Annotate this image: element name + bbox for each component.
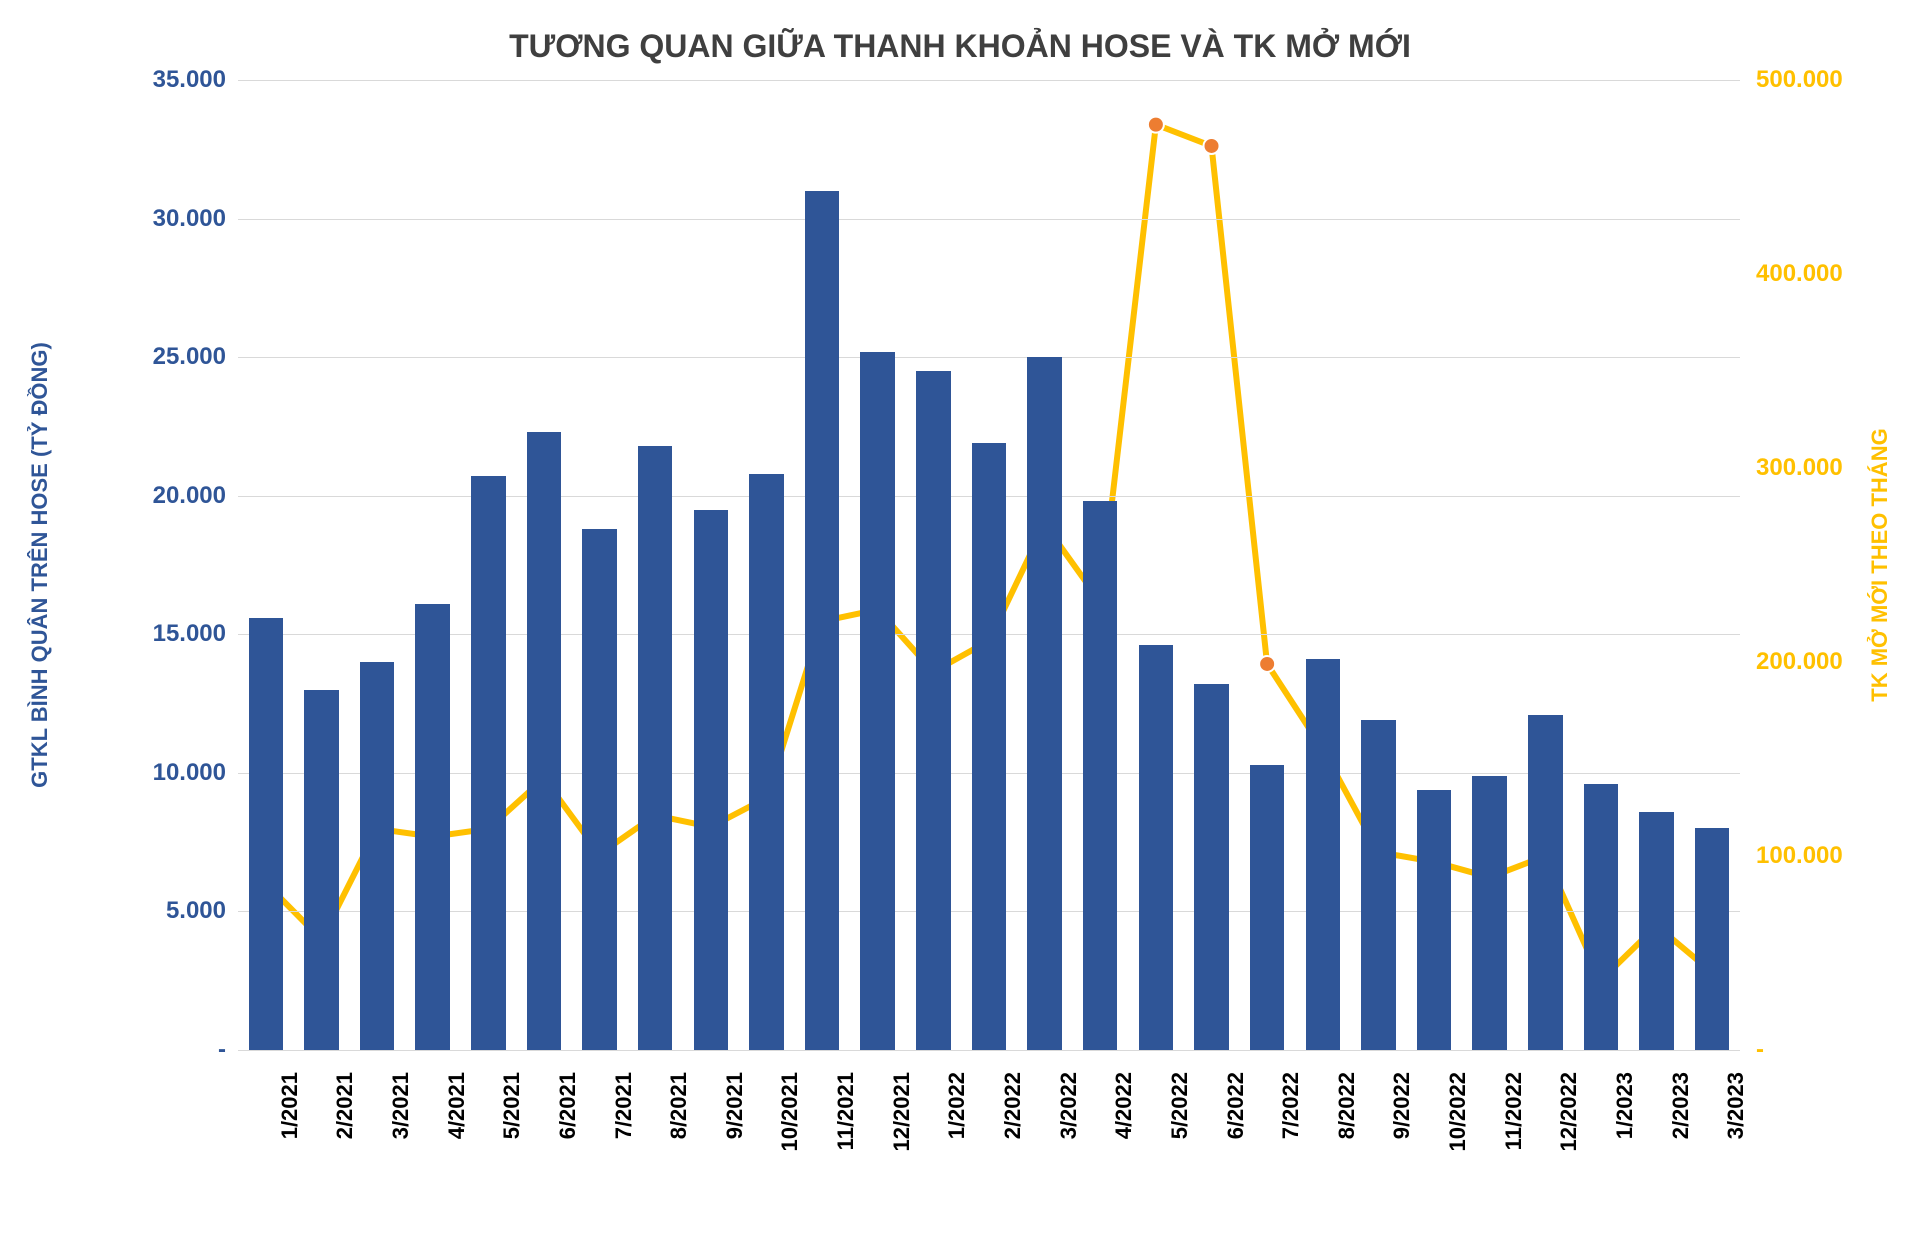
x-tick: 9/2022 xyxy=(1389,1072,1415,1172)
line-marker xyxy=(1204,138,1220,154)
bar xyxy=(1194,684,1228,1050)
x-tick: 4/2022 xyxy=(1111,1072,1137,1172)
y2-tick: 200.000 xyxy=(1756,648,1843,676)
bar xyxy=(1139,645,1173,1050)
x-tick: 10/2022 xyxy=(1445,1072,1471,1172)
x-tick: 7/2021 xyxy=(611,1072,637,1172)
x-tick: 1/2023 xyxy=(1612,1072,1638,1172)
y2-tick: - xyxy=(1756,1036,1764,1064)
bar xyxy=(1083,501,1117,1050)
bar xyxy=(582,529,616,1050)
x-tick: 8/2021 xyxy=(666,1072,692,1172)
y2-tick: 400.000 xyxy=(1756,260,1843,288)
y1-tick: 5.000 xyxy=(106,897,226,925)
x-tick: 11/2022 xyxy=(1501,1072,1527,1172)
bar xyxy=(916,371,950,1050)
y2-axis-label: TK MỞ MỚI THEO THÁNG xyxy=(1867,428,1893,701)
y2-tick: 500.000 xyxy=(1756,66,1843,94)
plot-area xyxy=(238,80,1740,1050)
x-tick: 2/2022 xyxy=(1000,1072,1026,1172)
gridline xyxy=(238,80,1740,81)
y1-tick: 30.000 xyxy=(106,205,226,233)
x-tick: 2/2023 xyxy=(1668,1072,1694,1172)
x-tick: 5/2021 xyxy=(499,1072,525,1172)
bar xyxy=(972,443,1006,1050)
y2-tick: 300.000 xyxy=(1756,454,1843,482)
y1-tick: 15.000 xyxy=(106,620,226,648)
bar xyxy=(860,352,894,1050)
gridline xyxy=(238,219,1740,220)
x-tick: 6/2022 xyxy=(1223,1072,1249,1172)
gridline xyxy=(238,1050,1740,1051)
x-tick: 3/2023 xyxy=(1723,1072,1749,1172)
bar xyxy=(1584,784,1618,1050)
bar xyxy=(1250,765,1284,1050)
bar xyxy=(694,510,728,1050)
y1-axis-label: GTKL BÌNH QUÂN TRÊN HOSE (TỶ ĐỒNG) xyxy=(27,342,53,788)
x-tick: 2/2021 xyxy=(332,1072,358,1172)
bar xyxy=(249,618,283,1050)
x-tick: 3/2022 xyxy=(1056,1072,1082,1172)
chart-title: TƯƠNG QUAN GIỮA THANH KHOẢN HOSE VÀ TK M… xyxy=(0,28,1920,65)
x-tick: 12/2022 xyxy=(1556,1072,1582,1172)
x-tick: 12/2021 xyxy=(889,1072,915,1172)
bar xyxy=(1361,720,1395,1050)
bar xyxy=(638,446,672,1050)
x-tick: 10/2021 xyxy=(777,1072,803,1172)
y2-tick: 100.000 xyxy=(1756,842,1843,870)
bar xyxy=(1417,790,1451,1051)
x-tick: 4/2021 xyxy=(444,1072,470,1172)
bar xyxy=(304,690,338,1050)
x-tick: 7/2022 xyxy=(1278,1072,1304,1172)
y1-tick: 10.000 xyxy=(106,759,226,787)
bar xyxy=(805,191,839,1050)
x-tick: 9/2021 xyxy=(722,1072,748,1172)
bar xyxy=(360,662,394,1050)
x-tick: 1/2021 xyxy=(277,1072,303,1172)
y1-tick: 35.000 xyxy=(106,66,226,94)
bar xyxy=(1639,812,1673,1050)
x-tick: 3/2021 xyxy=(388,1072,414,1172)
bar xyxy=(471,476,505,1050)
chart-root: TƯƠNG QUAN GIỮA THANH KHOẢN HOSE VÀ TK M… xyxy=(0,0,1920,1234)
bar xyxy=(1528,715,1562,1050)
gridline xyxy=(238,357,1740,358)
x-tick: 6/2021 xyxy=(555,1072,581,1172)
bar xyxy=(1472,776,1506,1050)
x-tick: 1/2022 xyxy=(944,1072,970,1172)
bar xyxy=(1306,659,1340,1050)
x-tick: 5/2022 xyxy=(1167,1072,1193,1172)
x-tick: 11/2021 xyxy=(833,1072,859,1172)
x-tick: 8/2022 xyxy=(1334,1072,1360,1172)
y1-tick: 25.000 xyxy=(106,343,226,371)
y1-tick: - xyxy=(106,1036,226,1064)
bar xyxy=(415,604,449,1050)
bar xyxy=(527,432,561,1050)
line-marker xyxy=(1148,117,1164,133)
bar xyxy=(749,474,783,1050)
line-marker xyxy=(1259,656,1275,672)
bar xyxy=(1027,357,1061,1050)
bar xyxy=(1695,828,1729,1050)
y1-tick: 20.000 xyxy=(106,482,226,510)
